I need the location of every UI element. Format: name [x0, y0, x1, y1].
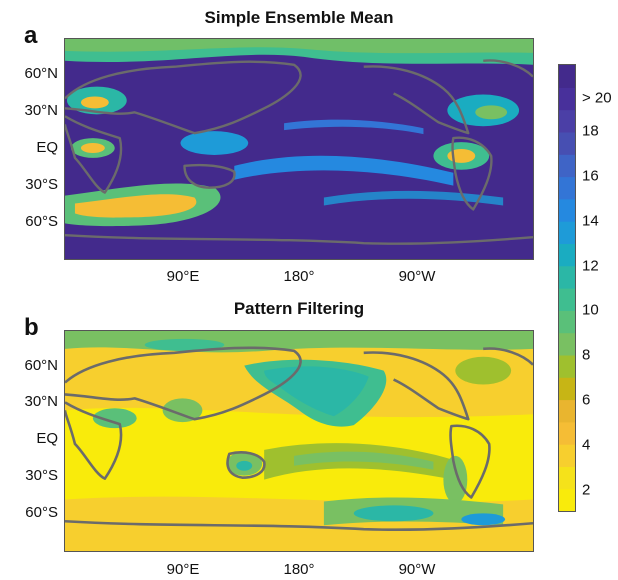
panel-b-field: [65, 331, 533, 551]
panel-b-ytick-2: EQ: [36, 430, 58, 447]
colorbar-segment: [559, 154, 575, 178]
panel-a-ytick-1: 30°N: [24, 102, 58, 119]
panel-b-ytick-0: 60°N: [24, 357, 58, 374]
panel-a-ytick-0: 60°N: [24, 65, 58, 82]
panel-b-ytick-1: 30°N: [24, 393, 58, 410]
colorbar-tick-label: > 20: [582, 89, 612, 107]
colorbar-segment: [559, 109, 575, 133]
colorbar-segment: [559, 377, 575, 401]
panel-a-ytick-2: EQ: [36, 139, 58, 156]
colorbar: [558, 64, 576, 512]
colorbar-segment: [559, 444, 575, 467]
region-south-america: [443, 455, 468, 504]
colorbar-tick-label: 2: [582, 481, 591, 499]
region-tropical-pacific: [234, 155, 454, 186]
panel-b-ytick-4: 60°S: [25, 504, 58, 521]
region-central-africa-core: [80, 143, 105, 153]
colorbar-segment: [559, 310, 575, 334]
colorbar-segment: [559, 221, 575, 244]
colorbar-segment: [559, 354, 575, 378]
panel-a-ytick-4: 60°S: [25, 213, 58, 230]
colorbar-segment: [559, 288, 575, 311]
panel-b-map: [64, 330, 534, 552]
colorbar-tick-label: 10: [582, 301, 599, 319]
colorbar-tick-label: 12: [582, 257, 599, 275]
panel-b-xtick-1: 180°: [283, 561, 315, 578]
region-amazon-core: [447, 149, 476, 163]
region-tropical-pacific-2: [284, 119, 424, 135]
region-trop-pacific-b2: [294, 451, 434, 470]
coastlines-a: [65, 59, 533, 245]
colorbar-segment: [559, 488, 575, 512]
coastlines-b: [65, 346, 533, 532]
region-east-africa: [92, 408, 137, 429]
region-maritime: [180, 131, 249, 155]
colorbar-tick-label: 14: [582, 212, 599, 230]
colorbar-tick-label: 16: [582, 167, 599, 185]
region-sahara-core: [80, 96, 109, 109]
region-southern-ocean-b-core: [353, 505, 434, 522]
panel-a-title: Simple Ensemble Mean: [204, 8, 394, 27]
region-north-atlantic-core: [475, 105, 508, 120]
region-arctic-inner: [65, 39, 533, 54]
colorbar-tick-label: 18: [582, 122, 599, 140]
region-north-atlantic-b: [455, 356, 512, 385]
colorbar-gradient: [559, 65, 575, 512]
colorbar-segment: [559, 421, 575, 445]
region-australia-core: [236, 460, 253, 471]
region-southern-ocean-core: [74, 194, 197, 218]
region-maritime-b: [162, 398, 203, 423]
colorbar-segment: [559, 332, 575, 356]
colorbar-segment: [559, 87, 575, 111]
colorbar-segment: [559, 243, 575, 267]
colorbar-tick-label: 4: [582, 436, 591, 454]
colorbar-tick-label: 6: [582, 391, 591, 409]
panel-b-letter: b: [24, 314, 39, 341]
panel-b-xtick-2: 90°W: [398, 561, 436, 578]
panel-a-xtick-1: 180°: [283, 268, 315, 285]
colorbar-segment: [559, 131, 575, 155]
region-arctic-b-core: [144, 338, 225, 351]
panel-b-title: Pattern Filtering: [233, 299, 365, 318]
panel-a-xtick-0: 90°E: [166, 268, 200, 285]
panel-a-xtick-2: 90°W: [398, 268, 436, 285]
region-southern-ocean-b-core2: [461, 513, 506, 526]
panel-a-field: [65, 39, 533, 259]
panel-b-ytick-3: 30°S: [25, 467, 58, 484]
colorbar-segment: [559, 65, 575, 88]
panel-a-map: [64, 38, 534, 260]
colorbar-segment: [559, 399, 575, 423]
panel-b-xtick-0: 90°E: [166, 561, 200, 578]
colorbar-segment: [559, 176, 575, 200]
panel-a-ytick-3: 30°S: [25, 176, 58, 193]
colorbar-segment: [559, 198, 575, 222]
colorbar-tick-label: 8: [582, 346, 591, 364]
panel-a-letter: a: [24, 22, 38, 49]
colorbar-segment: [559, 265, 575, 289]
colorbar-segment: [559, 466, 575, 490]
region-south-pacific: [323, 190, 504, 206]
